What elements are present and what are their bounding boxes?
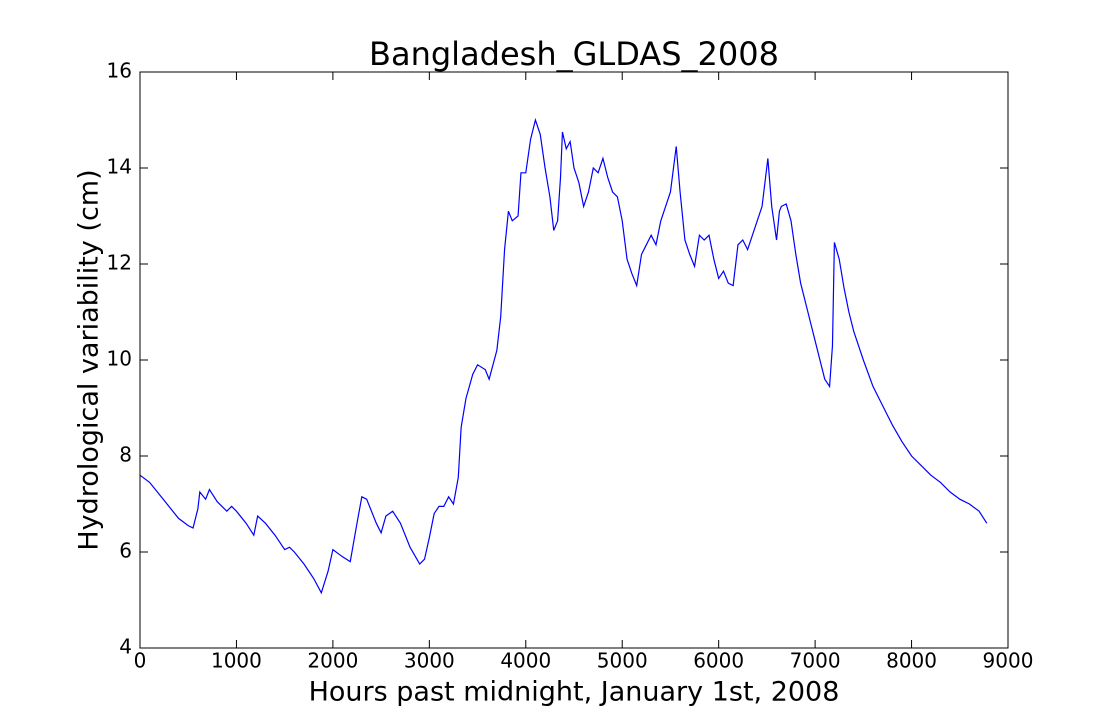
x-tick-label: 4000 xyxy=(500,649,551,673)
data-line xyxy=(139,117,988,595)
x-tick-label: 8000 xyxy=(886,649,937,673)
x-axis-label: Hours past midnight, January 1st, 2008 xyxy=(309,677,840,708)
y-tick-label: 8 xyxy=(119,443,132,467)
x-tick-label: 5000 xyxy=(597,649,648,673)
y-tick-label: 4 xyxy=(119,635,132,659)
x-tick-label: 9000 xyxy=(983,649,1034,673)
y-axis-label: Hydrological variability (cm) xyxy=(74,169,105,550)
x-tick-label: 1000 xyxy=(211,649,262,673)
x-tick-label: 0 xyxy=(134,649,147,673)
x-tick-label: 7000 xyxy=(790,649,841,673)
x-tick-label: 2000 xyxy=(307,649,358,673)
y-tick-label: 14 xyxy=(107,155,132,179)
y-tick-label: 10 xyxy=(107,347,132,371)
x-tick-label: 6000 xyxy=(693,649,744,673)
y-tick-label: 16 xyxy=(107,59,132,83)
y-tick-label: 12 xyxy=(107,251,132,275)
chart-title: Bangladesh_GLDAS_2008 xyxy=(369,35,779,73)
plot-frame xyxy=(139,71,1009,649)
x-tick-label: 3000 xyxy=(404,649,455,673)
y-tick-label: 6 xyxy=(119,539,132,563)
